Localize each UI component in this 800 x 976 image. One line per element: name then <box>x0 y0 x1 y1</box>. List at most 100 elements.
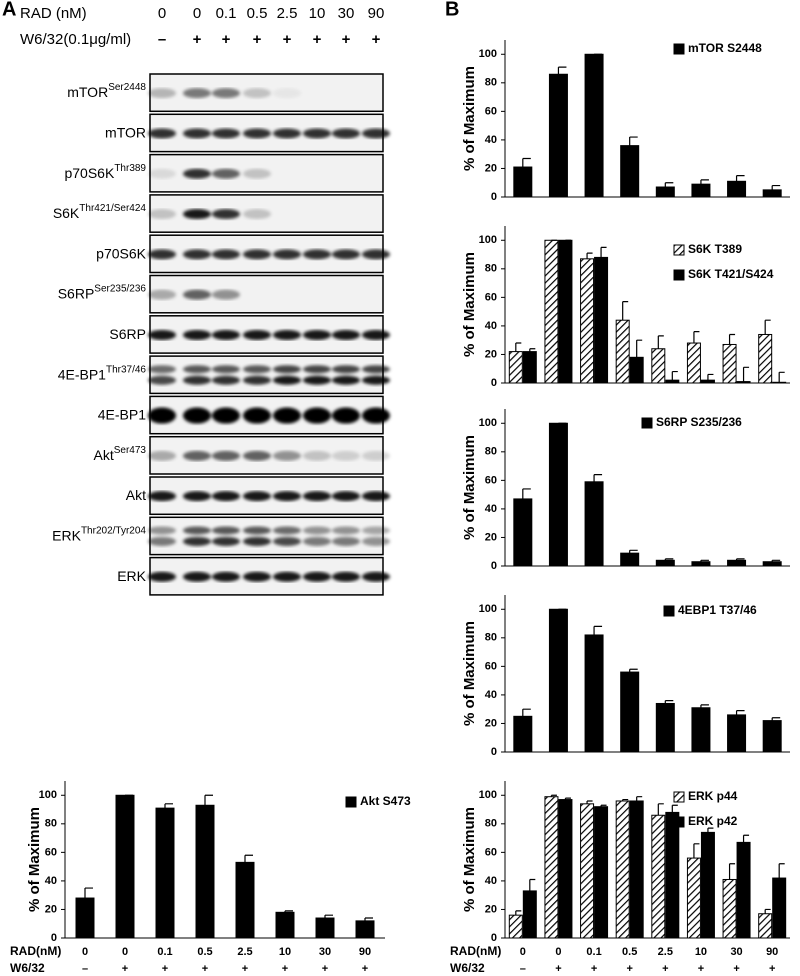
y-tick-label: 100 <box>479 234 497 246</box>
band <box>212 88 240 99</box>
legend-swatch <box>663 605 675 617</box>
band <box>273 407 301 424</box>
bar <box>584 53 604 198</box>
y-tick-label: 40 <box>485 689 497 701</box>
band <box>212 450 240 461</box>
x-tick-label: 0 <box>520 946 526 958</box>
band <box>273 571 301 582</box>
error-bar <box>735 710 745 715</box>
band <box>212 209 240 220</box>
error-bar <box>244 854 253 863</box>
error-bar <box>600 804 607 807</box>
lane-w6: + <box>222 31 231 48</box>
blot-name: ERK <box>117 567 146 583</box>
bar <box>548 608 568 753</box>
band <box>243 88 271 99</box>
band <box>148 249 176 260</box>
blot-bands <box>148 365 390 385</box>
blot-name: p70S6K <box>64 164 114 180</box>
w6-tick-label: + <box>769 963 775 975</box>
bar <box>686 342 701 384</box>
bar <box>736 381 751 384</box>
bar <box>691 561 711 567</box>
blot-bands <box>148 407 390 424</box>
blot-frame <box>149 355 384 395</box>
bar <box>615 800 630 939</box>
y-tick-label: 20 <box>485 717 497 729</box>
band <box>212 289 240 300</box>
error-bar <box>700 179 709 185</box>
lane-rad: 30 <box>338 5 355 22</box>
legend-swatch <box>345 796 357 808</box>
band <box>332 128 360 139</box>
bar <box>722 343 737 384</box>
error-bar <box>629 136 638 146</box>
bar <box>522 890 537 939</box>
band <box>362 375 390 385</box>
bar <box>195 804 215 939</box>
error-bar <box>622 301 629 321</box>
band <box>183 329 211 340</box>
band <box>332 375 360 385</box>
band <box>362 450 390 461</box>
bar <box>155 807 175 939</box>
y-tick-label: 80 <box>485 446 497 458</box>
band <box>332 329 360 340</box>
y-axis-label: % of Maximum <box>461 435 478 540</box>
w6-tick-label: + <box>202 963 208 975</box>
legend-swatch <box>673 791 685 803</box>
x-tick-label: 30 <box>730 946 742 958</box>
y-tick-label: 20 <box>45 903 57 915</box>
bar <box>548 422 568 567</box>
bar <box>762 561 782 567</box>
band <box>243 571 271 582</box>
w6-axis-label: W6/32 <box>450 961 485 975</box>
bar <box>522 351 537 384</box>
x-tick-label: 90 <box>766 946 778 958</box>
error-bar <box>600 246 607 258</box>
band <box>243 491 271 502</box>
band <box>148 209 176 220</box>
bar <box>355 920 375 939</box>
w6-tick-label: + <box>626 963 632 975</box>
band <box>148 571 176 582</box>
blot-sup: Ser2448 <box>108 82 146 93</box>
legend-label: mTOR S2448 <box>688 41 762 55</box>
bar <box>594 806 609 939</box>
bar <box>727 180 747 198</box>
blot-name: p70S6K <box>96 245 146 261</box>
bar <box>665 379 680 384</box>
bar <box>115 794 135 939</box>
blot-label: mTORSer2448 <box>67 82 146 100</box>
bar <box>758 913 773 939</box>
error-bar <box>693 331 700 344</box>
w6-label: W6/32(0.1μg/ml) <box>20 31 131 48</box>
band <box>183 249 211 260</box>
band <box>212 329 240 340</box>
x-axis-label: RAD(nM) <box>10 944 61 958</box>
y-tick-label: 0 <box>51 932 57 944</box>
y-axis-label: % of Maximum <box>26 807 43 912</box>
y-tick-label: 100 <box>39 789 57 801</box>
band <box>362 249 390 260</box>
error-bar <box>629 549 638 554</box>
error-bar <box>84 887 93 899</box>
band <box>303 375 331 385</box>
error-bar <box>629 668 638 673</box>
bar <box>594 256 609 384</box>
y-tick-label: 40 <box>485 875 497 887</box>
band <box>183 450 211 461</box>
blot-name: Akt <box>126 487 146 503</box>
blot-name: 4E-BP1 <box>98 406 146 422</box>
band <box>243 249 271 260</box>
band <box>273 491 301 502</box>
blot-label: S6KThr421/Ser424 <box>53 203 147 221</box>
band <box>212 168 240 179</box>
y-tick-label: 20 <box>485 162 497 174</box>
w6-tick-label: + <box>282 963 288 975</box>
legend-label: ERK p42 <box>688 814 738 828</box>
w6-tick-label: + <box>122 963 128 975</box>
blot-frame <box>149 516 384 556</box>
y-tick-label: 60 <box>485 291 497 303</box>
legend-swatch <box>673 816 685 828</box>
